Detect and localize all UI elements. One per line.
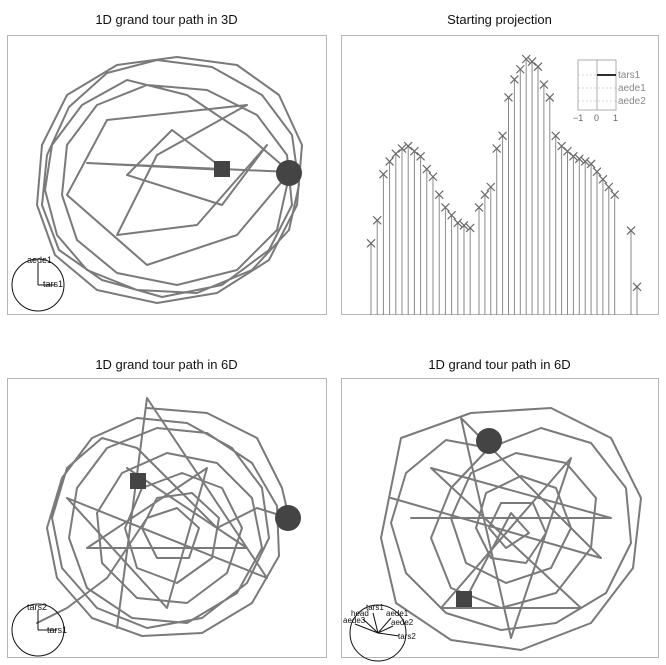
tour-path: [36, 417, 290, 637]
projection-point-marker: [626, 226, 636, 235]
projection-point-marker: [492, 144, 502, 154]
axis-label: aede1: [386, 609, 409, 618]
projection-point-marker: [474, 203, 484, 212]
legend-tick: 1: [613, 113, 618, 123]
projection-legend: tars1 aede1 aede2 −1 0 1: [573, 59, 646, 123]
axis-label: head: [351, 609, 369, 618]
tour-path-2: [36, 56, 303, 304]
projection-point-marker: [533, 62, 543, 72]
projection-point-marker: [391, 149, 401, 159]
projection-point-marker: [416, 151, 426, 161]
panel-tour-6d-b: 1D grand tour path in 6D tars1 head aede…: [333, 335, 666, 665]
projection-point-marker: [453, 218, 463, 228]
legend-var: aede2: [618, 96, 646, 107]
legend-var: tars1: [618, 70, 641, 81]
projection-point-marker: [422, 164, 432, 174]
tour-6d-plot-a: tars2 tars1: [7, 378, 327, 658]
projection-point-marker: [440, 203, 450, 212]
plot-frame: [341, 378, 659, 658]
panel-title: Starting projection: [447, 12, 552, 27]
projection-point-marker: [409, 146, 419, 156]
starting-projection-plot: tars1 aede1 aede2 −1 0 1: [341, 35, 659, 315]
projection-point-marker: [539, 80, 549, 90]
projection-point-marker: [580, 156, 590, 166]
projection-point-marker: [598, 174, 608, 184]
projection-point-marker: [385, 156, 395, 166]
projection-point-marker: [434, 190, 444, 200]
projection-point-marker: [447, 210, 457, 220]
panel-tour-3d: 1D grand tour path in 3D aede1 tars1: [0, 0, 333, 330]
plot-frame: [341, 35, 659, 315]
projection-point-marker: [551, 131, 561, 141]
plot-frame: [7, 378, 327, 658]
projection-point-marker: [480, 190, 490, 200]
start-square-marker: [214, 161, 230, 177]
axes-circle: tars2 tars1: [11, 602, 67, 657]
projection-point-marker: [610, 190, 620, 200]
panel-title: 1D grand tour path in 6D: [428, 357, 571, 372]
projection-point-marker: [592, 167, 602, 177]
projection-point-marker: [509, 75, 519, 84]
projection-bars: [366, 54, 642, 315]
projection-point-marker: [372, 215, 382, 225]
axis-label: tars1: [47, 625, 67, 635]
axes-circle: tars1 head aede3 aede1 aede2 tars2: [343, 603, 416, 662]
panel-tour-6d-a: 1D grand tour path in 6D tars2 tars1: [0, 335, 333, 665]
legend-tick: 0: [594, 113, 599, 123]
projection-point-marker: [504, 92, 513, 102]
projection-point-marker: [397, 144, 407, 154]
projection-point-marker: [574, 154, 584, 164]
legend-var: aede1: [618, 83, 646, 94]
axis-label: tars1: [366, 603, 384, 612]
tour-path-2: [66, 397, 290, 629]
start-square-marker: [130, 473, 146, 489]
tour-path-2: [380, 407, 642, 651]
projection-point-marker: [378, 169, 388, 179]
axis-label: aede1: [27, 255, 52, 265]
axis-label: tars2: [398, 632, 416, 641]
projection-point-marker: [486, 182, 496, 192]
tour-6d-plot-b: tars1 head aede3 aede1 aede2 tars2: [341, 378, 659, 662]
tour-path: [390, 427, 632, 631]
projection-point-marker: [366, 238, 376, 248]
projection-point-marker: [586, 159, 596, 169]
projection-point-marker: [568, 151, 578, 161]
projection-point-marker: [498, 131, 508, 141]
tour-3d-plot: aede1 tars1: [7, 35, 327, 315]
legend-tick: −1: [573, 113, 583, 123]
projection-point-marker: [428, 172, 438, 182]
projection-point-marker: [521, 54, 531, 64]
start-circle-marker: [476, 428, 502, 454]
panel-title: 1D grand tour path in 6D: [95, 357, 238, 372]
axis-label: tars1: [43, 279, 63, 289]
projection-point-marker: [459, 220, 469, 230]
plot-frame: [7, 35, 327, 315]
axis-label: aede2: [391, 618, 414, 627]
current-circle-marker: [275, 505, 301, 531]
tour-path: [41, 59, 300, 298]
current-square-marker: [456, 591, 472, 607]
projection-point-marker: [515, 64, 525, 74]
projection-point-marker: [604, 182, 614, 192]
projection-point-marker: [632, 282, 642, 292]
panel-starting-projection: Starting projection tars1 aede1 aede2 −1…: [333, 0, 666, 330]
current-circle-marker: [276, 160, 302, 186]
axis-label: aede3: [343, 616, 366, 625]
projection-point-marker: [545, 92, 555, 102]
panel-title: 1D grand tour path in 3D: [95, 12, 238, 27]
axis-label: tars2: [27, 602, 47, 612]
axes-circle: aede1 tars1: [11, 255, 65, 312]
projection-point-marker: [465, 223, 475, 233]
projection-point-marker: [403, 141, 413, 151]
